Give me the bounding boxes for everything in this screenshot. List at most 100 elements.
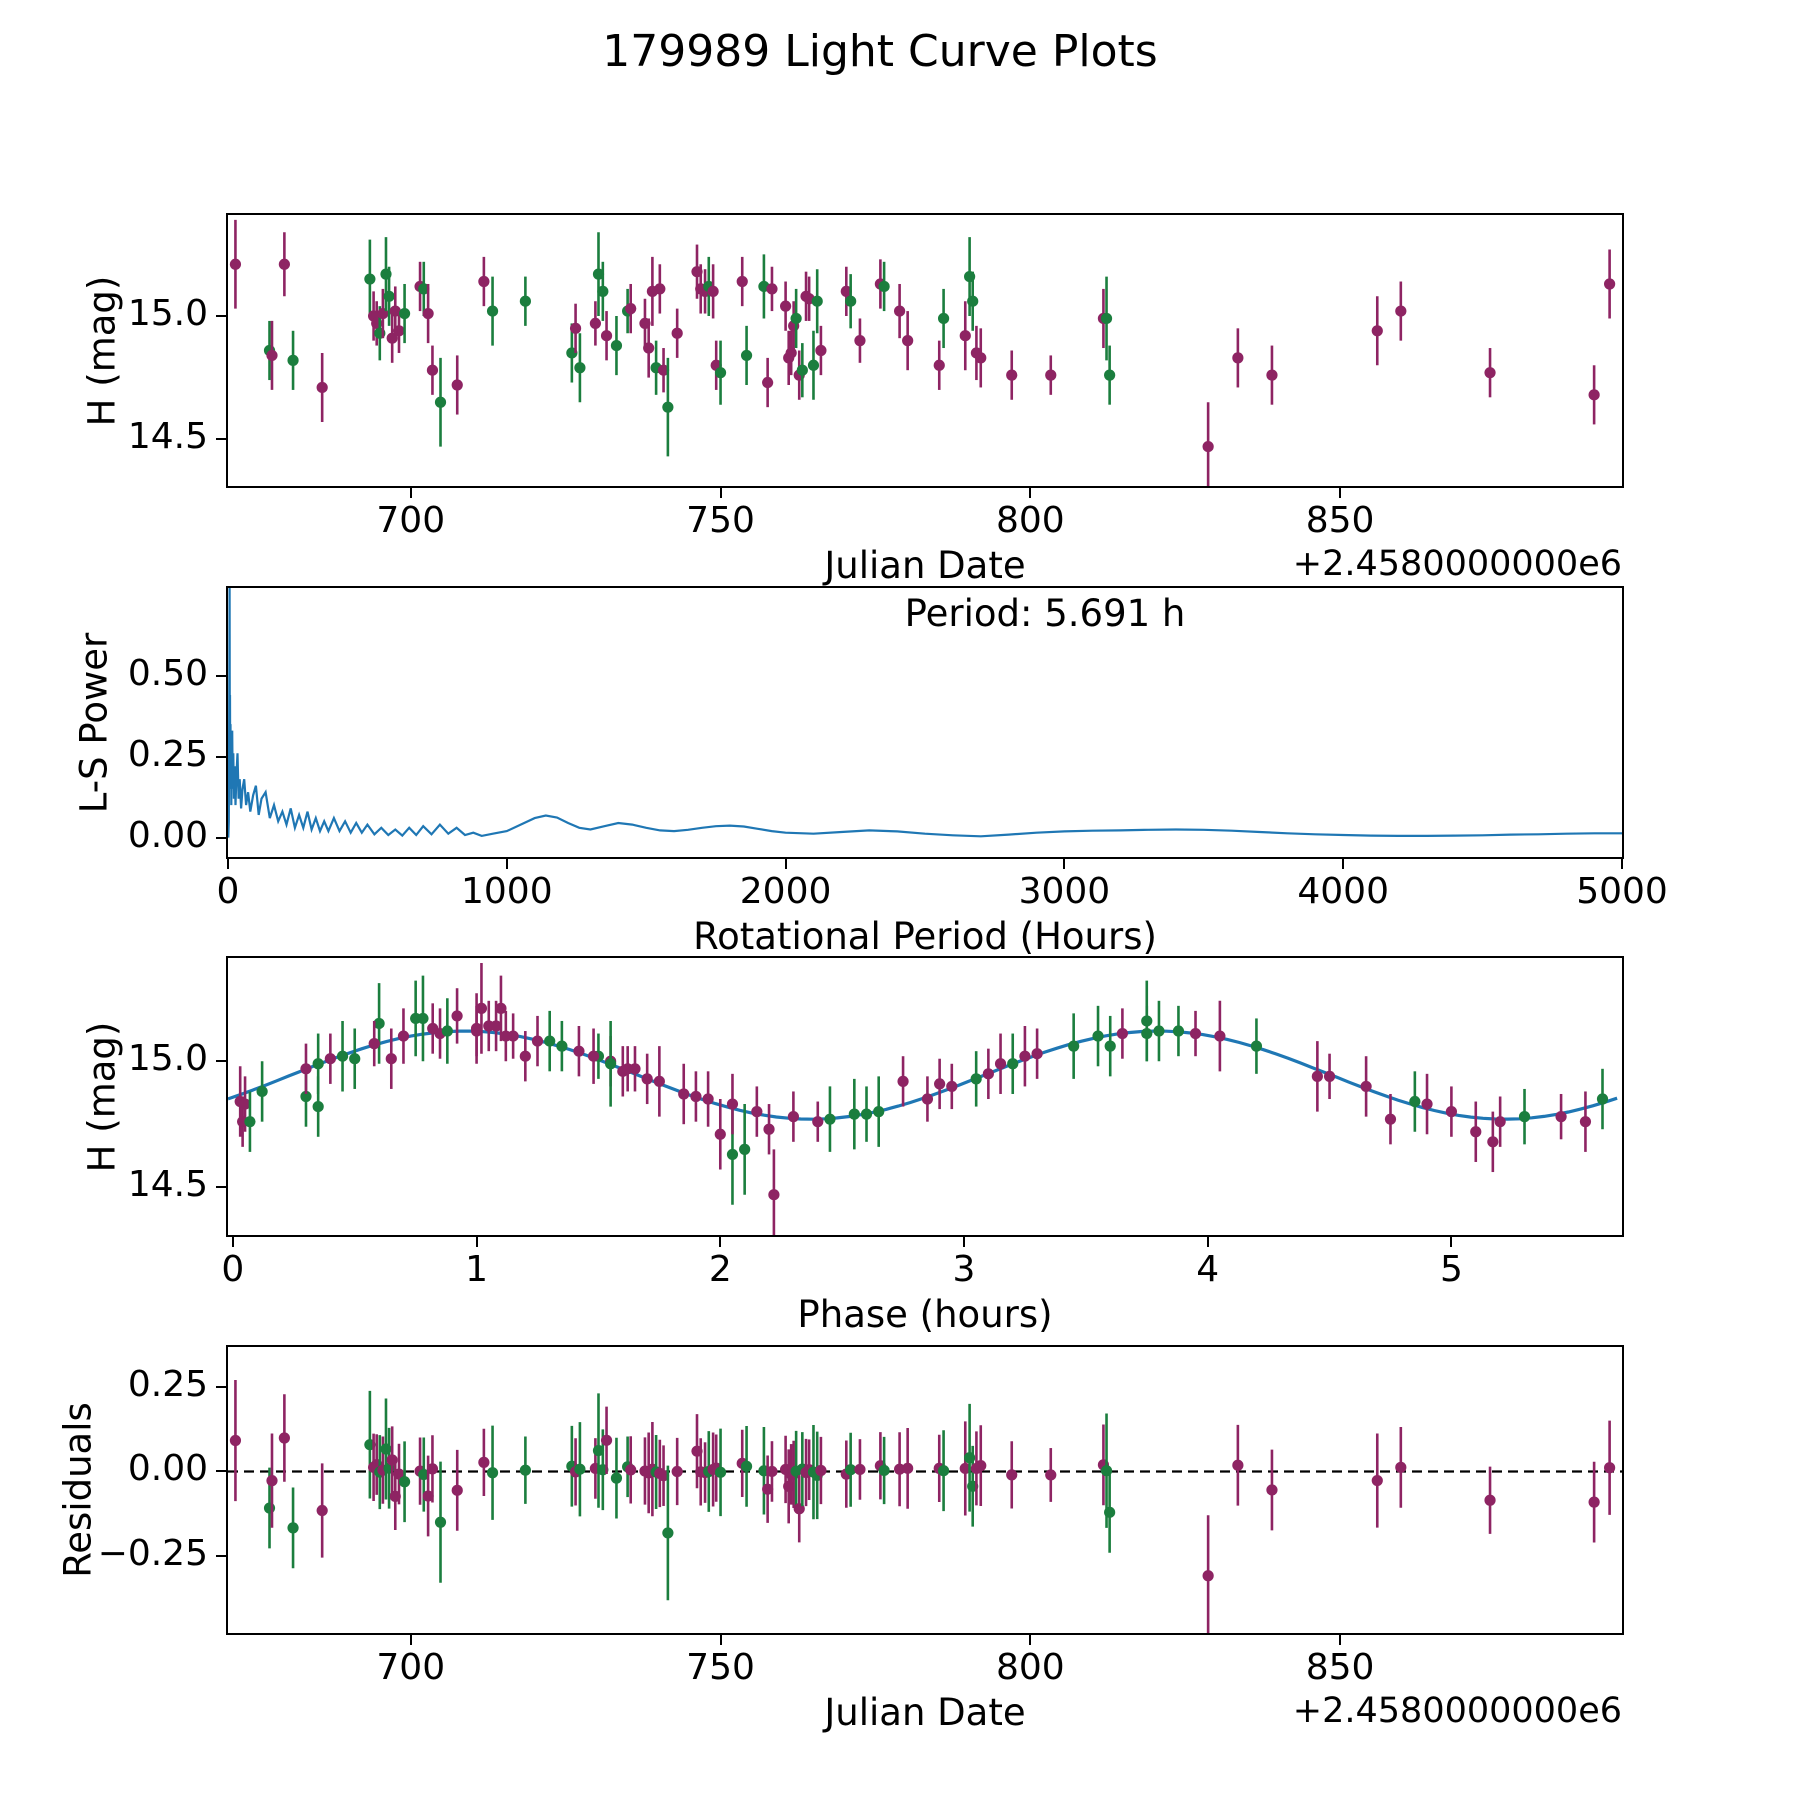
data-point bbox=[1141, 1015, 1153, 1027]
y-tick-mark bbox=[216, 1386, 226, 1389]
data-point bbox=[1484, 1494, 1496, 1506]
data-point bbox=[393, 1468, 405, 1480]
data-point bbox=[1006, 369, 1018, 381]
data-point bbox=[229, 258, 242, 270]
data-point bbox=[300, 1090, 312, 1103]
x-tick-label: 850 bbox=[1305, 500, 1375, 541]
data-point bbox=[589, 317, 601, 329]
data-point bbox=[1189, 1027, 1202, 1040]
scatter-points-group bbox=[229, 219, 1616, 486]
data-point bbox=[1104, 1506, 1116, 1518]
x-tick-mark bbox=[1342, 859, 1345, 869]
x-tick-label: 5000 bbox=[1576, 871, 1668, 912]
data-point bbox=[1006, 1469, 1018, 1481]
data-point bbox=[434, 396, 447, 408]
data-point bbox=[959, 1462, 971, 1475]
data-point bbox=[364, 273, 376, 285]
data-point bbox=[312, 1058, 324, 1070]
x-tick-label: 850 bbox=[1305, 1647, 1375, 1688]
data-point bbox=[610, 1472, 623, 1484]
data-point bbox=[300, 1063, 312, 1075]
x-tick-label: 2000 bbox=[739, 871, 832, 912]
data-point bbox=[671, 1465, 683, 1478]
x-tick-mark bbox=[719, 1237, 722, 1247]
data-point bbox=[229, 1434, 242, 1447]
y-tick-mark bbox=[216, 674, 226, 677]
data-point bbox=[654, 283, 666, 295]
jd-axis-offset-text-top: +2.4580000000e6 bbox=[1292, 544, 1622, 584]
data-point bbox=[812, 1116, 824, 1128]
data-point bbox=[316, 1504, 328, 1517]
data-point bbox=[500, 1030, 512, 1042]
data-point bbox=[762, 376, 774, 389]
data-point bbox=[1487, 1136, 1499, 1148]
y-tick-label: 0.00 bbox=[127, 1448, 208, 1490]
data-point bbox=[1007, 1058, 1019, 1070]
data-point bbox=[426, 364, 439, 376]
data-point bbox=[1068, 1040, 1080, 1052]
data-point bbox=[569, 322, 582, 334]
data-point bbox=[785, 347, 797, 359]
data-point bbox=[441, 1025, 453, 1037]
x-tick-mark bbox=[1621, 859, 1623, 869]
data-point bbox=[1371, 325, 1383, 337]
data-point bbox=[1153, 1025, 1165, 1037]
data-point bbox=[422, 307, 434, 320]
x-tick-mark bbox=[505, 859, 508, 869]
data-point bbox=[726, 1098, 739, 1110]
data-point bbox=[1214, 1030, 1226, 1042]
sinusoid-fit-line bbox=[228, 1029, 1618, 1121]
data-point bbox=[766, 283, 778, 295]
data-point bbox=[1104, 369, 1116, 381]
y-tick-label: 0.00 bbox=[127, 814, 208, 856]
data-point bbox=[848, 1108, 860, 1120]
data-point bbox=[1384, 1113, 1397, 1125]
data-point bbox=[1031, 1048, 1043, 1060]
data-point bbox=[519, 1050, 531, 1062]
data-point bbox=[427, 1022, 439, 1035]
data-point bbox=[1604, 278, 1616, 290]
data-point bbox=[902, 1462, 914, 1474]
data-point bbox=[967, 295, 979, 307]
data-point bbox=[519, 295, 531, 307]
data-point bbox=[671, 327, 683, 339]
data-point bbox=[592, 268, 605, 280]
data-point bbox=[470, 1022, 483, 1035]
data-point bbox=[475, 1002, 488, 1014]
data-point bbox=[531, 1035, 544, 1047]
x-tick-label: 700 bbox=[376, 500, 446, 541]
x-tick-mark bbox=[1063, 859, 1066, 869]
data-point bbox=[1045, 1469, 1057, 1481]
data-point bbox=[959, 330, 971, 342]
data-point bbox=[1604, 1462, 1616, 1474]
data-point bbox=[574, 362, 586, 374]
phase-folded-panel bbox=[226, 956, 1624, 1237]
data-point bbox=[815, 1464, 827, 1477]
data-point bbox=[657, 364, 670, 376]
data-point bbox=[641, 1073, 653, 1085]
data-point bbox=[845, 1464, 857, 1476]
data-point bbox=[385, 1053, 397, 1065]
data-point bbox=[975, 352, 987, 364]
residuals-plot-area bbox=[228, 1379, 1622, 1633]
periodogram-line bbox=[228, 588, 1622, 838]
data-point bbox=[486, 305, 499, 317]
data-point bbox=[970, 1073, 982, 1085]
data-point bbox=[1371, 1474, 1383, 1487]
y-tick-label: 15.0 bbox=[127, 293, 208, 334]
data-point bbox=[573, 1045, 585, 1057]
data-point bbox=[1555, 1111, 1567, 1123]
data-point bbox=[451, 1010, 463, 1022]
data-point bbox=[1596, 1093, 1609, 1105]
data-point bbox=[840, 285, 852, 297]
data-point bbox=[1579, 1116, 1592, 1128]
data-point bbox=[714, 1128, 726, 1140]
data-point bbox=[878, 280, 890, 293]
data-point bbox=[556, 1040, 568, 1052]
data-point bbox=[336, 1050, 349, 1062]
y-tick-mark bbox=[216, 1554, 226, 1557]
data-point bbox=[937, 312, 950, 325]
data-point bbox=[726, 1148, 739, 1161]
data-point bbox=[434, 1516, 447, 1528]
x-tick-mark bbox=[409, 488, 412, 498]
